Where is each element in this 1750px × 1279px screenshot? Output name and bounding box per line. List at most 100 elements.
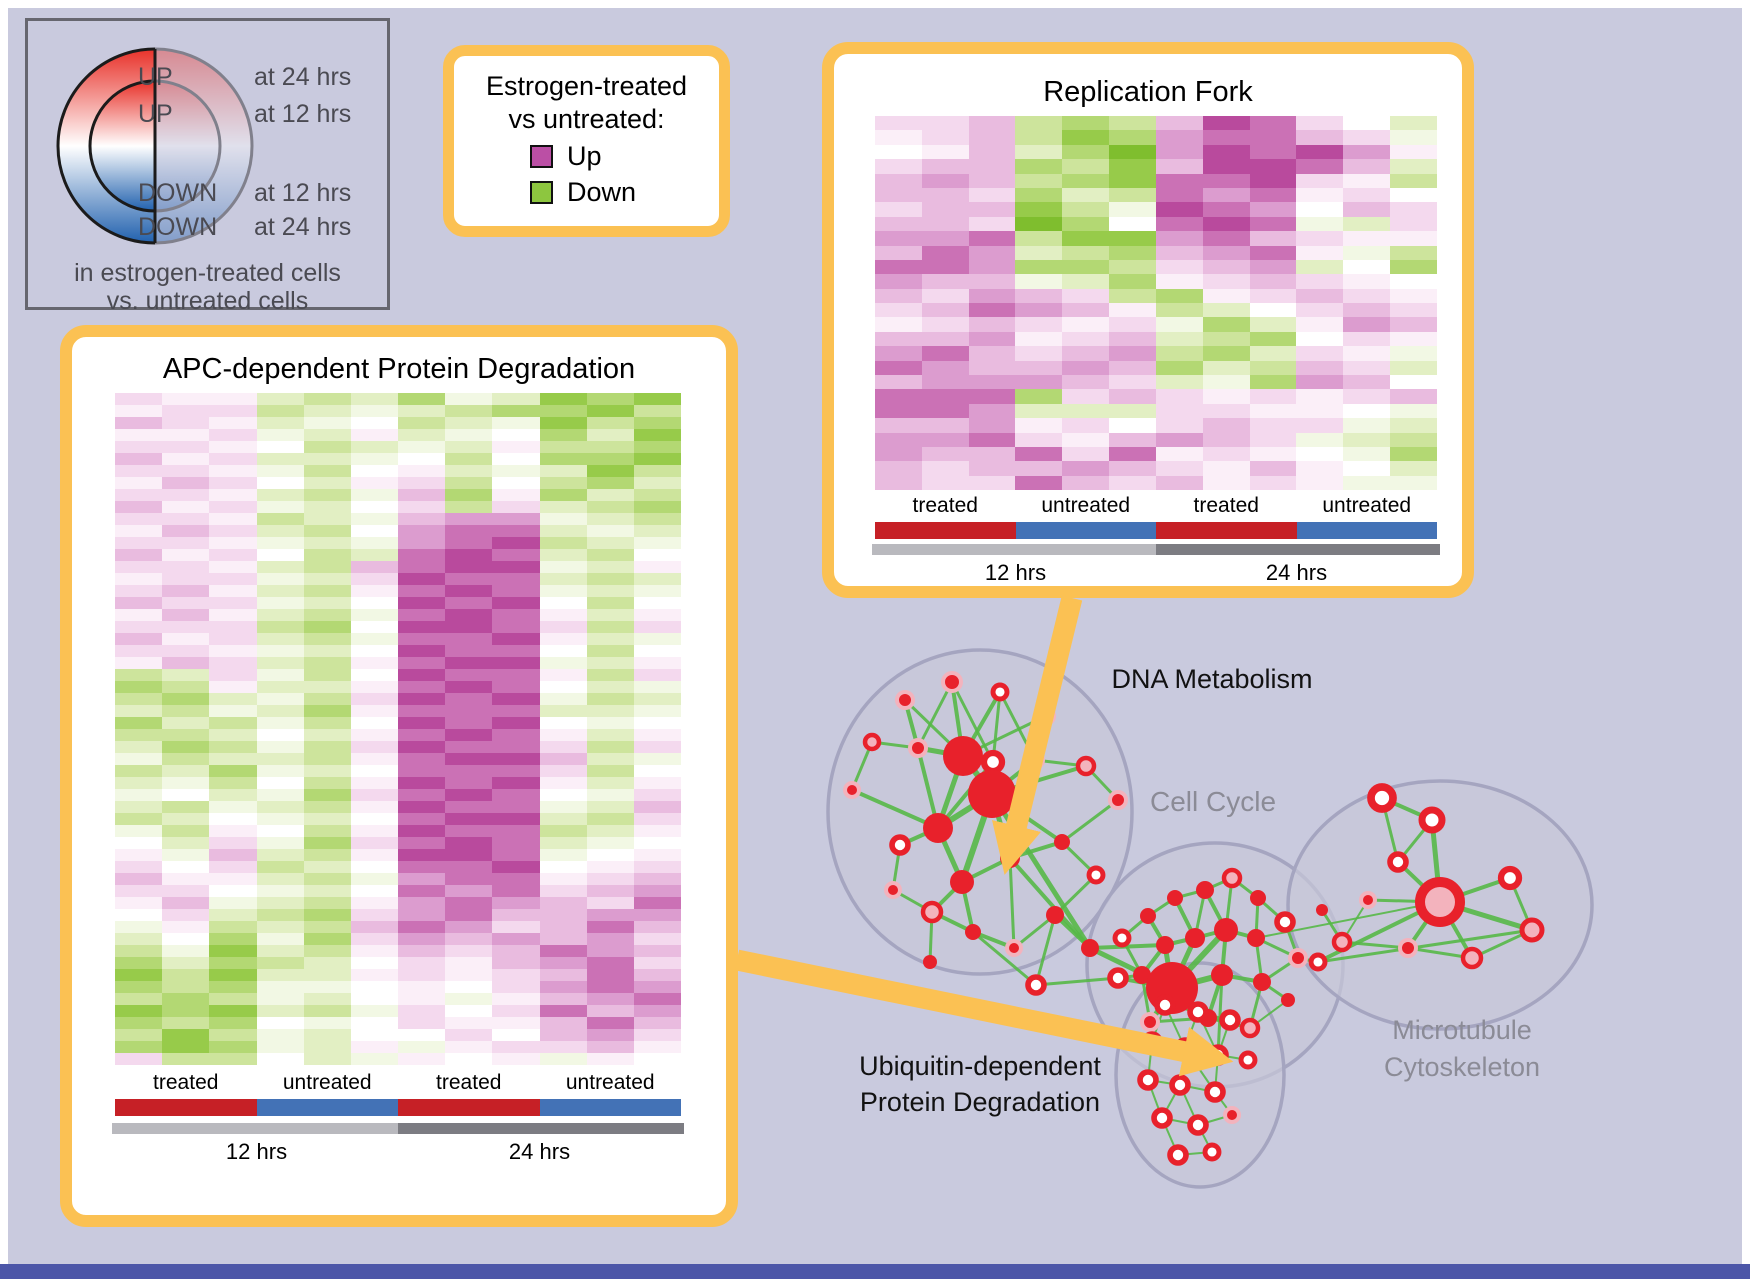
condition-bar-segment bbox=[115, 1099, 257, 1116]
heatmap-cell bbox=[115, 597, 163, 609]
heatmap-cell bbox=[1015, 274, 1063, 289]
heatmap-cell bbox=[256, 405, 304, 417]
updown-legend-title-line1: Estrogen-treated bbox=[485, 71, 688, 101]
heatmap-cell bbox=[303, 1041, 351, 1053]
heatmap-cell bbox=[492, 777, 540, 789]
heatmap-cell bbox=[875, 317, 922, 332]
heatmap-cell bbox=[586, 753, 634, 765]
heatmap-cell bbox=[350, 405, 399, 417]
heatmap-cell bbox=[162, 705, 210, 717]
heatmap-cell bbox=[115, 585, 163, 597]
heatmap-cell bbox=[303, 633, 351, 645]
heatmap-cell bbox=[350, 669, 399, 681]
heatmap-cell bbox=[539, 885, 587, 897]
heatmap-cell bbox=[586, 405, 634, 417]
heatmap-cell bbox=[968, 303, 1016, 318]
heatmap-row bbox=[115, 945, 682, 957]
heatmap-cell bbox=[968, 259, 1016, 275]
cluster-label-microtubule: Microtubule Cytoskeleton bbox=[1330, 1012, 1594, 1086]
heatmap-cell bbox=[115, 561, 163, 573]
network-node bbox=[1107, 967, 1129, 989]
heatmap-cell bbox=[1155, 187, 1203, 203]
heatmap-cell bbox=[1109, 317, 1156, 332]
heatmap-cell bbox=[968, 389, 1016, 404]
heatmap-cell bbox=[921, 159, 969, 174]
heatmap-cell bbox=[115, 549, 163, 561]
heatmap-cell bbox=[350, 429, 399, 441]
heatmap-cell bbox=[1202, 446, 1250, 462]
heatmap-cell bbox=[398, 585, 446, 597]
heatmap-cell bbox=[1249, 331, 1297, 347]
heatmap-cell bbox=[1062, 346, 1110, 361]
heatmap-row bbox=[115, 921, 682, 933]
heatmap-cell bbox=[162, 729, 210, 741]
heatmap-cell bbox=[398, 429, 446, 441]
heatmap-cell bbox=[350, 849, 399, 861]
heatmap-cell bbox=[209, 993, 257, 1005]
heatmap-cell bbox=[1343, 187, 1391, 203]
heatmap-cell bbox=[398, 1029, 446, 1041]
heatmap-cell bbox=[539, 609, 587, 621]
heatmap-cell bbox=[633, 441, 682, 453]
heatmap-cell bbox=[303, 549, 351, 561]
heatmap-cell bbox=[1062, 375, 1110, 390]
heatmap-cell bbox=[875, 202, 922, 217]
heatmap-cell bbox=[398, 753, 446, 765]
cluster-label-dna-metabolism: DNA Metabolism bbox=[1111, 664, 1313, 694]
heatmap-row bbox=[115, 789, 682, 801]
heatmap-cell bbox=[1343, 116, 1391, 131]
heatmap-cell bbox=[586, 525, 634, 537]
heatmap-row bbox=[115, 405, 682, 417]
heatmap-cell bbox=[1202, 432, 1250, 447]
heatmap-cell bbox=[303, 1005, 351, 1017]
heatmap-cell bbox=[539, 897, 587, 909]
heatmap-cell bbox=[350, 489, 399, 501]
heatmap-cell bbox=[539, 729, 587, 741]
heatmap-cell bbox=[350, 417, 399, 429]
heatmap-cell bbox=[303, 705, 351, 717]
heatmap-row bbox=[875, 375, 1437, 390]
heatmap-cell bbox=[586, 633, 634, 645]
heatmap-cell bbox=[162, 561, 210, 573]
heatmap-cell bbox=[492, 717, 540, 729]
heatmap-cell bbox=[115, 681, 163, 693]
heatmap-row bbox=[115, 645, 682, 657]
heatmap-row bbox=[115, 525, 682, 537]
heatmap-cell bbox=[398, 465, 446, 477]
heatmap-cell bbox=[875, 130, 922, 145]
heatmap-row bbox=[115, 681, 682, 693]
heatmap-cell bbox=[162, 645, 210, 657]
heatmap-cell bbox=[1390, 259, 1437, 275]
heatmap-cell bbox=[1155, 303, 1203, 318]
heatmap-cell bbox=[115, 957, 163, 969]
heatmap-cell bbox=[115, 741, 163, 753]
heatmap-cell bbox=[1249, 303, 1297, 318]
heatmap-row bbox=[115, 573, 682, 585]
heatmap-cell bbox=[115, 813, 163, 825]
heatmap-cell bbox=[539, 501, 587, 513]
heatmap-row bbox=[875, 173, 1437, 188]
heatmap-cell bbox=[256, 921, 304, 933]
ubiquitin-line1: Ubiquitin-dependent bbox=[859, 1051, 1101, 1081]
heatmap-cell bbox=[1296, 432, 1344, 447]
heatmap-cell bbox=[162, 489, 210, 501]
heatmap-cell bbox=[256, 693, 304, 705]
heatmap-cell bbox=[1202, 403, 1250, 419]
heatmap-cell bbox=[539, 693, 587, 705]
heatmap-row bbox=[115, 441, 682, 453]
heatmap-cell bbox=[633, 393, 682, 405]
heatmap-cell bbox=[115, 405, 163, 417]
heatmap-cell bbox=[162, 597, 210, 609]
heatmap-cell bbox=[398, 849, 446, 861]
heatmap-cell bbox=[350, 477, 399, 489]
network-node bbox=[1202, 1142, 1222, 1162]
heatmap-row bbox=[115, 657, 682, 669]
heatmap-cell bbox=[1202, 475, 1250, 491]
heatmap-cell bbox=[115, 393, 163, 405]
network-node bbox=[1418, 806, 1446, 834]
heatmap-cell bbox=[445, 765, 493, 777]
heatmap-row bbox=[875, 403, 1437, 419]
heatmap-cell bbox=[921, 432, 969, 447]
heatmap-cell bbox=[209, 873, 257, 885]
legend-time-24b: at 24 hrs bbox=[254, 213, 352, 241]
